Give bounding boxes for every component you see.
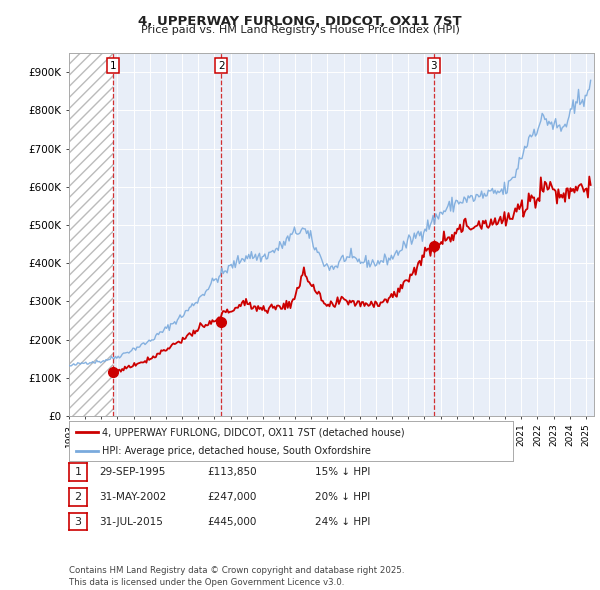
- Text: 31-JUL-2015: 31-JUL-2015: [99, 517, 163, 526]
- Text: £247,000: £247,000: [207, 492, 256, 502]
- Text: 2: 2: [218, 61, 224, 71]
- Text: 3: 3: [430, 61, 437, 71]
- Text: 1: 1: [74, 467, 82, 477]
- Text: £445,000: £445,000: [207, 517, 256, 526]
- Text: HPI: Average price, detached house, South Oxfordshire: HPI: Average price, detached house, Sout…: [102, 445, 371, 455]
- Text: 4, UPPERWAY FURLONG, DIDCOT, OX11 7ST: 4, UPPERWAY FURLONG, DIDCOT, OX11 7ST: [138, 15, 462, 28]
- Text: 2: 2: [74, 492, 82, 502]
- Bar: [69, 53, 113, 416]
- Text: £113,850: £113,850: [207, 467, 257, 477]
- Text: 20% ↓ HPI: 20% ↓ HPI: [315, 492, 370, 502]
- Text: 15% ↓ HPI: 15% ↓ HPI: [315, 467, 370, 477]
- Text: Contains HM Land Registry data © Crown copyright and database right 2025.
This d: Contains HM Land Registry data © Crown c…: [69, 566, 404, 587]
- Text: 31-MAY-2002: 31-MAY-2002: [99, 492, 166, 502]
- Text: 1: 1: [110, 61, 116, 71]
- Text: 3: 3: [74, 517, 82, 526]
- Text: 24% ↓ HPI: 24% ↓ HPI: [315, 517, 370, 526]
- Text: 29-SEP-1995: 29-SEP-1995: [99, 467, 166, 477]
- Text: 4, UPPERWAY FURLONG, DIDCOT, OX11 7ST (detached house): 4, UPPERWAY FURLONG, DIDCOT, OX11 7ST (d…: [102, 427, 405, 437]
- Text: Price paid vs. HM Land Registry's House Price Index (HPI): Price paid vs. HM Land Registry's House …: [140, 25, 460, 35]
